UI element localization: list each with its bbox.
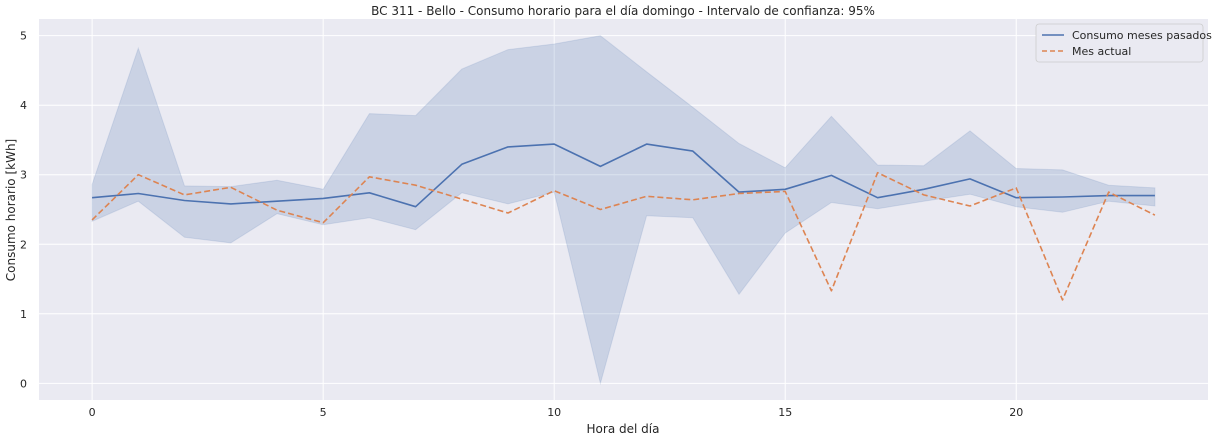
y-tick-label: 2 (20, 238, 27, 251)
series-line-mes-actual (91, 171, 1156, 301)
y-axis-label: Consumo horario [kWh] (4, 139, 18, 281)
y-tick-label: 5 (20, 30, 27, 43)
plot-area (39, 19, 1208, 400)
legend-label-consumo-meses-pasados: Consumo meses pasados (1072, 29, 1212, 42)
series-line-consumo-meses-pasados (92, 143, 1155, 208)
legend-box (1035, 23, 1204, 63)
y-tick-label: 0 (20, 377, 27, 390)
confidence-interval-band (91, 35, 1156, 386)
x-tick-label: 10 (547, 406, 561, 419)
y-tick-label: 1 (20, 308, 27, 321)
series-lines (91, 143, 1156, 301)
x-axis-label: Hora del día (587, 422, 660, 436)
x-tick-label: 0 (89, 406, 96, 419)
x-tick-label: 15 (778, 406, 792, 419)
y-tick-label: 4 (20, 99, 27, 112)
y-tick-labels: 0 1 2 3 4 5 (20, 30, 27, 391)
legend: Consumo meses pasados Mes actual (1035, 23, 1212, 63)
chart-title: BC 311 - Bello - Consumo horario para el… (371, 4, 875, 18)
x-tick-label: 5 (320, 406, 327, 419)
x-tick-label: 20 (1009, 406, 1023, 419)
x-tick-labels: 0 5 10 15 20 (89, 406, 1024, 419)
confidence-band (91, 35, 1156, 386)
legend-label-mes-actual: Mes actual (1072, 45, 1131, 58)
y-tick-label: 3 (20, 169, 27, 182)
grid-lines (39, 19, 1208, 400)
